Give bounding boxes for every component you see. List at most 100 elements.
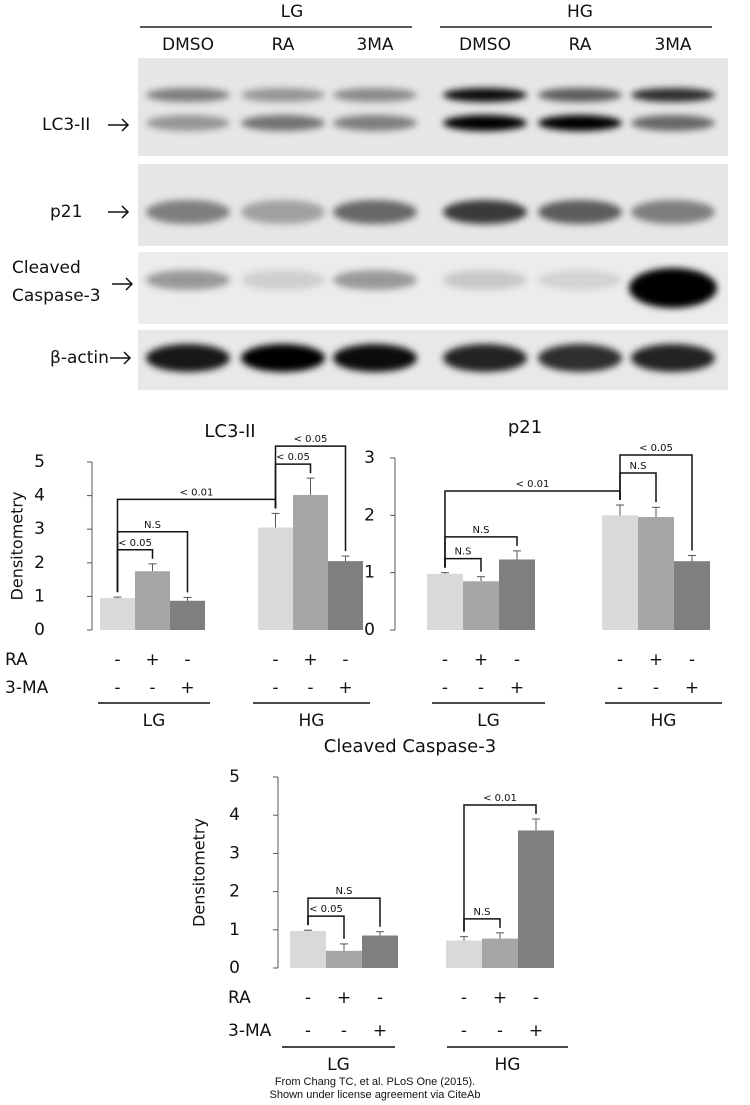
band (631, 115, 715, 131)
row-mark: - (305, 1021, 311, 1041)
row-mark: - (342, 650, 348, 670)
row-mark: - (272, 678, 278, 698)
significance-label: < 0.01 (180, 487, 214, 498)
row-mark: - (653, 678, 659, 698)
band (241, 88, 325, 102)
row-mark: - (341, 1021, 347, 1041)
row-mark: - (307, 678, 313, 698)
row-mark: - (533, 988, 539, 1008)
band (631, 88, 715, 102)
bar (674, 561, 710, 630)
y-tick-label: 4 (229, 805, 240, 825)
significance-label: N.S (473, 907, 490, 918)
blot-panel (138, 164, 728, 246)
y-tick-label: 1 (34, 586, 45, 606)
bar (463, 581, 499, 630)
caption: Shown under license agreement via CiteAb (270, 1089, 481, 1101)
band (538, 344, 622, 372)
y-tick-label: 2 (364, 505, 375, 525)
row-mark: + (529, 1021, 543, 1041)
blot-bands (146, 88, 717, 372)
row-mark: + (493, 988, 507, 1008)
band (146, 270, 230, 290)
row-label: RA (5, 650, 28, 670)
bar (427, 573, 463, 630)
bar (326, 950, 362, 968)
bar (293, 494, 328, 630)
band (443, 344, 527, 372)
lane-label: RA (569, 35, 592, 55)
y-tick-label: 0 (229, 958, 240, 978)
y-tick-label: 3 (34, 519, 45, 539)
y-tick-label: 1 (364, 563, 375, 583)
row-mark: + (373, 1021, 387, 1041)
significance-label: < 0.05 (639, 443, 673, 454)
row-label: LC3-II (42, 115, 90, 135)
significance-label: < 0.05 (118, 538, 152, 549)
row-mark: - (442, 650, 448, 670)
row-label: Caspase-3 (12, 286, 101, 306)
group-label: LG (281, 2, 304, 22)
row-mark: - (184, 650, 190, 670)
group-label: HG (299, 711, 325, 731)
significance-label: N.S (454, 547, 471, 558)
row-mark: - (497, 1021, 503, 1041)
y-tick-label: 5 (34, 452, 45, 472)
band (333, 88, 417, 102)
bar (362, 935, 398, 968)
chart-title: p21 (508, 417, 542, 438)
significance-label: < 0.05 (276, 452, 310, 463)
lane-label: DMSO (459, 35, 511, 55)
row-mark: - (114, 650, 120, 670)
y-tick-label: 2 (229, 882, 240, 902)
blot-panel (138, 58, 728, 156)
significance-label: < 0.05 (309, 904, 343, 915)
row-label: p21 (50, 202, 82, 222)
band (333, 344, 417, 372)
band (538, 200, 622, 224)
band (333, 115, 417, 131)
bar (446, 940, 482, 968)
chart-title: Cleaved Caspase-3 (324, 736, 496, 757)
row-label: 3-MA (5, 678, 49, 698)
band (333, 200, 417, 224)
significance-label: N.S (472, 525, 489, 536)
bar (170, 600, 205, 630)
row-label: β-actin (50, 348, 109, 368)
row-mark: + (338, 678, 352, 698)
lane-label: 3MA (356, 35, 393, 55)
band (629, 268, 717, 308)
significance-label: < 0.05 (294, 434, 328, 445)
y-tick-label: 5 (229, 767, 240, 787)
bar (290, 930, 326, 968)
significance-label: < 0.01 (483, 793, 517, 804)
row-label: 3-MA (228, 1021, 272, 1041)
row-mark: - (272, 650, 278, 670)
row-mark: - (114, 678, 120, 698)
lane-label: RA (272, 35, 295, 55)
row-mark: - (461, 1021, 467, 1041)
significance-bracket (619, 454, 693, 551)
bar (482, 938, 518, 968)
significance-bracket (619, 472, 657, 503)
arrows (108, 118, 134, 365)
row-mark: + (337, 988, 351, 1008)
group-label: LG (477, 711, 500, 731)
lane-label: DMSO (162, 35, 214, 55)
row-mark: + (180, 678, 194, 698)
band (146, 115, 230, 131)
band (538, 270, 622, 290)
row-mark: - (377, 988, 383, 1008)
group-label: HG (651, 711, 677, 731)
group-label: LG (143, 711, 166, 731)
bar (135, 571, 170, 630)
band (333, 270, 417, 290)
bar (518, 830, 554, 968)
row-mark: - (478, 678, 484, 698)
band (538, 88, 622, 102)
significance-bracket (444, 557, 482, 572)
group-label: LG (327, 1055, 350, 1075)
significance-bracket (307, 897, 381, 927)
significance-bracket (463, 918, 501, 932)
